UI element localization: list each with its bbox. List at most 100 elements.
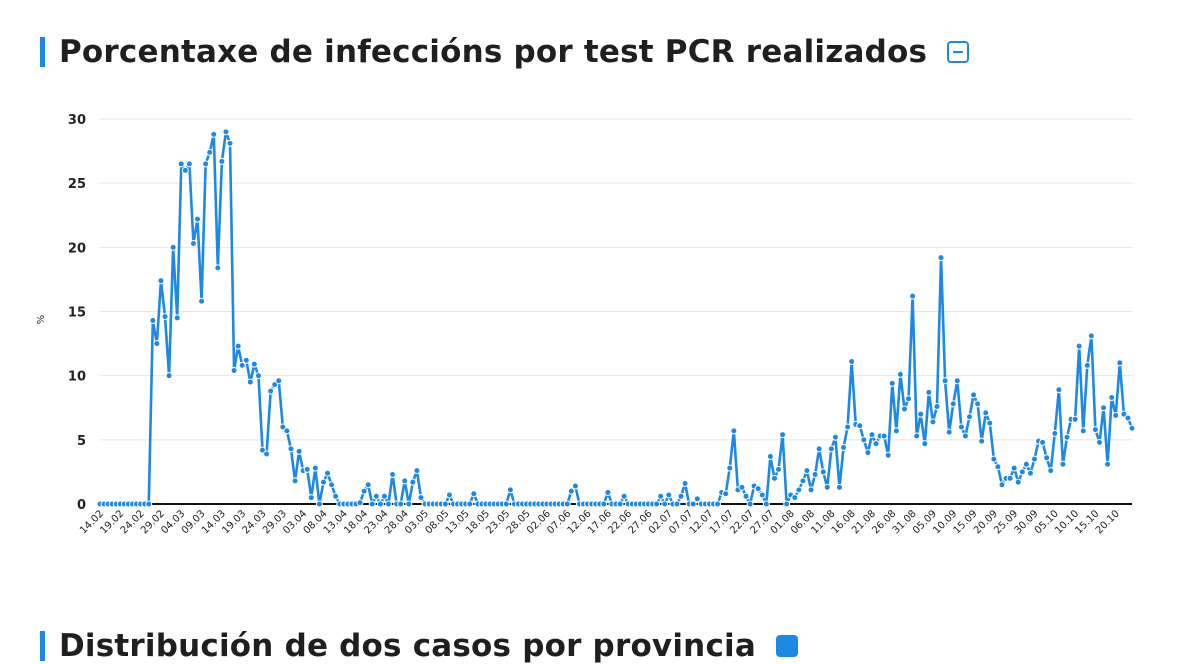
data-point — [860, 436, 868, 444]
data-point — [929, 418, 937, 426]
data-point — [1014, 478, 1022, 486]
data-point — [990, 455, 998, 463]
data-point — [409, 478, 417, 486]
data-point — [925, 388, 933, 396]
data-point — [900, 405, 908, 413]
data-point — [307, 494, 315, 502]
data-point — [961, 432, 969, 440]
data-point — [177, 160, 185, 168]
data-point — [888, 379, 896, 387]
series-line — [100, 130, 1134, 506]
data-point — [823, 483, 831, 491]
data-point — [779, 431, 787, 439]
data-point — [620, 492, 628, 500]
data-point — [831, 433, 839, 441]
collapse-button[interactable] — [947, 41, 970, 63]
data-point — [799, 477, 807, 485]
data-point — [681, 479, 689, 487]
data-point — [397, 500, 405, 508]
data-point — [994, 463, 1002, 471]
data-point — [616, 500, 624, 508]
data-point — [1083, 361, 1091, 369]
y-tick-label: 20 — [68, 241, 86, 256]
data-point — [360, 487, 368, 495]
data-point — [844, 423, 852, 431]
data-point — [803, 467, 811, 475]
data-point — [287, 445, 295, 453]
data-point — [1124, 414, 1132, 422]
y-axis-label: % — [36, 315, 47, 325]
data-point — [965, 413, 973, 421]
data-point — [840, 444, 848, 452]
y-tick-label: 0 — [77, 498, 86, 513]
data-point — [157, 277, 165, 285]
data-point — [222, 128, 230, 136]
data-point — [319, 478, 327, 486]
data-point — [1047, 467, 1055, 475]
data-point — [957, 423, 965, 431]
data-point — [161, 313, 169, 321]
data-point — [868, 431, 876, 439]
data-point — [470, 490, 478, 498]
data-point — [974, 400, 982, 408]
data-point — [246, 378, 254, 386]
data-point — [762, 500, 770, 508]
data-point — [1091, 426, 1099, 434]
data-point — [364, 481, 372, 489]
x-tick-label: 20.10 — [1094, 508, 1122, 536]
y-tick-label: 10 — [68, 370, 86, 385]
data-point — [445, 491, 453, 499]
data-point — [921, 440, 929, 448]
data-point — [1055, 386, 1063, 394]
data-point — [937, 254, 945, 262]
data-point — [913, 432, 921, 440]
data-point — [194, 215, 202, 223]
data-point — [1010, 464, 1018, 472]
y-tick-label: 5 — [77, 434, 86, 449]
data-point — [1030, 455, 1038, 463]
section-title: Porcentaxe de infeccións por test PCR re… — [59, 34, 928, 70]
data-point — [226, 139, 234, 147]
data-point — [242, 356, 250, 364]
data-point — [738, 483, 746, 491]
data-point — [600, 500, 608, 508]
data-point — [254, 372, 262, 380]
data-point — [1108, 393, 1116, 401]
data-point — [970, 391, 978, 399]
data-point — [795, 486, 803, 494]
data-point — [185, 160, 193, 168]
data-point — [267, 387, 275, 395]
data-point — [571, 482, 579, 490]
data-point — [198, 297, 206, 305]
data-point — [214, 264, 222, 272]
data-point — [1026, 469, 1034, 477]
data-point — [291, 477, 299, 485]
data-point — [1039, 438, 1047, 446]
chart-container: 0 5 10 15 20 25 30% 14.02 19.02 24.02 29.02 04.03 09… — [0, 100, 1200, 570]
data-point — [746, 500, 754, 508]
data-point — [726, 464, 734, 472]
collapse-button-2[interactable] — [775, 635, 798, 657]
section-title-2: Distribución de dos casos por provincia — [59, 628, 756, 664]
data-point — [998, 481, 1006, 489]
data-point — [1006, 474, 1014, 482]
data-point — [864, 449, 872, 457]
data-point — [791, 494, 799, 502]
data-point — [283, 427, 291, 435]
title-accent-bar — [40, 37, 45, 67]
data-point — [884, 451, 892, 459]
data-point — [380, 492, 388, 500]
data-point — [880, 432, 888, 440]
data-point — [1087, 332, 1095, 340]
data-point — [848, 358, 856, 366]
data-point — [811, 470, 819, 478]
data-point — [872, 440, 880, 448]
data-point — [673, 500, 681, 508]
data-point — [372, 492, 380, 500]
data-point — [238, 361, 246, 369]
data-point — [945, 428, 953, 436]
data-point — [677, 492, 685, 500]
data-point — [766, 453, 774, 461]
data-point — [807, 486, 815, 494]
data-point — [657, 492, 665, 500]
